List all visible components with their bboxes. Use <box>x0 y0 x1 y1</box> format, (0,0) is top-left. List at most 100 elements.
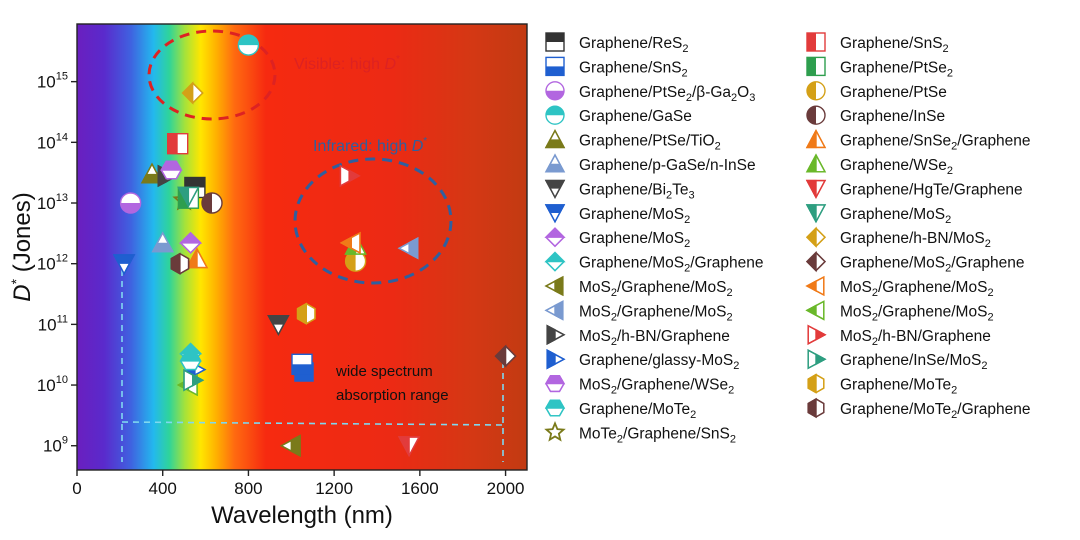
legend-marker-icon <box>545 81 565 101</box>
legend-item: Graphene/SnSe2/Graphene <box>805 129 1031 153</box>
data-points <box>112 34 517 458</box>
wide-spectrum-annotation-line2: absorption range <box>336 387 449 404</box>
legend-item: MoS2/Graphene/MoS2 <box>544 300 733 323</box>
legend-marker-icon <box>544 375 566 393</box>
legend-marker-icon <box>805 204 827 224</box>
legend-label: MoTe2/Graphene/SnS2 <box>579 425 736 445</box>
legend-label: Graphene/HgTe/Graphene <box>840 181 1023 198</box>
legend-item: Graphene/MoTe2/Graphene <box>807 397 1031 421</box>
data-point <box>177 186 200 208</box>
y-axis-label: D* (Jones) <box>8 192 36 302</box>
legend-label: Graphene/SnS2 <box>579 59 688 79</box>
data-point <box>201 192 223 214</box>
data-point <box>339 231 361 255</box>
data-point <box>397 237 419 260</box>
legend-label: Graphene/PtSe2/β-Ga2O3 <box>579 84 755 104</box>
legend-label: Graphene/glassy-MoS2 <box>579 352 739 372</box>
legend-item: Graphene/h-BN/MoS2 <box>806 226 991 250</box>
data-point <box>112 254 136 276</box>
data-point <box>183 369 205 392</box>
data-point <box>237 34 260 56</box>
y-tick-label: 1011 <box>38 313 68 334</box>
legend-label: MoS2/h-BN/Graphene <box>840 328 991 348</box>
legend-label: Graphene/InSe/MoS2 <box>840 352 987 372</box>
legend-label: MoS2/Graphene/MoS2 <box>579 303 733 323</box>
data-point <box>151 231 174 253</box>
legend-marker-icon <box>806 56 826 77</box>
legend-marker-icon <box>805 179 827 199</box>
legend-item: Graphene/ReS2 <box>545 32 689 55</box>
legend-label: Graphene/MoS2 <box>840 206 951 226</box>
legend-marker-icon <box>545 56 565 77</box>
axes: 0 400 800 1200 1600 2000 109 1010 1011 1012 1013 10… <box>37 71 525 498</box>
data-point <box>494 344 517 368</box>
legend-marker-icon <box>805 129 827 149</box>
data-point <box>397 436 421 458</box>
legend-item: Graphene/PtSe2 <box>806 56 953 79</box>
y-tick-label: 1013 <box>37 192 68 213</box>
legend-item: Graphene/GaSe <box>545 105 692 125</box>
legend-label: MoS2/Graphene/WSe2 <box>579 377 734 397</box>
y-tick-label: 1015 <box>37 71 68 92</box>
legend-label: Graphene/GaSe <box>579 108 692 125</box>
legend-item: Graphene/HgTe/Graphene <box>805 179 1023 199</box>
legend-item: Graphene/MoS2 <box>544 227 690 250</box>
data-point <box>344 250 367 272</box>
legend-marker-icon <box>807 397 825 419</box>
legend-marker-icon <box>544 179 566 199</box>
x-tick-label: 1200 <box>315 479 353 498</box>
legend-marker-icon <box>544 275 564 297</box>
data-point <box>267 314 290 336</box>
visible-region-ellipse <box>147 29 277 121</box>
legend-label: Graphene/MoS2/Graphene <box>840 255 1025 275</box>
x-tick-label: 800 <box>234 479 262 498</box>
legend-item: Graphene/MoS2 <box>544 204 690 226</box>
legend-item: Graphene/PtSe/TiO2 <box>544 129 721 153</box>
legend-label: Graphene/Bi2Te3 <box>579 181 695 201</box>
legend-marker-icon <box>806 32 826 52</box>
legend-label: Graphene/MoS2 <box>579 206 690 226</box>
legend-marker-icon <box>807 349 827 370</box>
legend-marker-icon <box>807 373 825 394</box>
legend-item: Graphene/SnS2 <box>806 32 949 55</box>
legend-label: MoS2/Graphene/MoS2 <box>840 279 994 299</box>
legend-label: Graphene/MoTe2/Graphene <box>840 401 1031 421</box>
legend-item: Graphene/PtSe <box>806 81 947 101</box>
data-point <box>166 132 189 155</box>
legend-label: Graphene/MoTe2 <box>579 401 696 421</box>
legend-marker-icon <box>806 105 826 125</box>
legend-item: Graphene/p-GaSe/n-InSe <box>544 153 756 174</box>
data-point <box>119 192 142 214</box>
legend-item: MoS2/Graphene/WSe2 <box>544 375 734 397</box>
legend-item: Graphene/glassy-MoS2 <box>546 349 739 372</box>
infrared-region-ellipse <box>293 157 453 285</box>
data-point <box>339 164 361 188</box>
visible-annotation: Visible: high D* <box>294 54 400 73</box>
legend-marker-icon <box>805 275 825 297</box>
legend-item: MoS2/Graphene/MoS2 <box>805 300 994 323</box>
legend-item: Graphene/MoS2 <box>805 204 951 226</box>
legend-marker-icon <box>806 250 826 273</box>
x-tick-label: 2000 <box>487 479 525 498</box>
legend-marker-icon <box>545 105 565 125</box>
legend-label: Graphene/SnSe2/Graphene <box>840 133 1031 153</box>
legend: Graphene/ReS2 Graphene/SnS2 Graphene/PtSe2… <box>544 32 1031 445</box>
legend-marker-icon <box>544 129 566 149</box>
legend-label: Graphene/ReS2 <box>579 35 689 55</box>
legend-label: Graphene/MoS2/Graphene <box>579 255 764 275</box>
legend-marker-icon <box>546 349 566 370</box>
data-point <box>185 247 209 269</box>
legend-item: MoS2/Graphene/MoS2 <box>805 275 994 299</box>
legend-label: Graphene/h-BN/MoS2 <box>840 230 991 250</box>
data-point <box>170 252 190 275</box>
legend-item: Graphene/Bi2Te3 <box>544 179 695 201</box>
legend-label: Graphene/SnS2 <box>840 35 949 55</box>
legend-marker-icon <box>544 251 566 272</box>
legend-label: MoS2/Graphene/MoS2 <box>840 303 994 323</box>
legend-item: MoS2/Graphene/MoS2 <box>544 275 733 299</box>
legend-item: Graphene/MoTe2 <box>544 399 696 421</box>
data-point <box>296 302 316 325</box>
y-tick-label: 1014 <box>37 131 68 152</box>
legend-label: Graphene/PtSe <box>840 84 947 101</box>
